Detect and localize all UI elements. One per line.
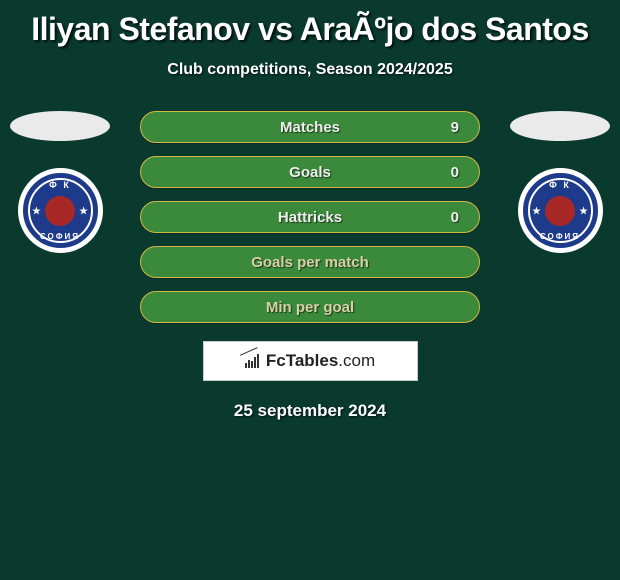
stat-row-goals-per-match: Goals per match xyxy=(140,246,480,278)
stat-value-right: 0 xyxy=(451,209,459,226)
brand-bold: FcTables xyxy=(266,351,338,370)
stat-label: Goals xyxy=(289,164,331,181)
stat-value-right: 9 xyxy=(451,119,459,136)
page-title: Iliyan Stefanov vs AraÃºjo dos Santos xyxy=(0,0,620,48)
stat-label: Min per goal xyxy=(266,299,354,316)
club-badge-center xyxy=(45,196,75,226)
stat-label: Hattricks xyxy=(278,209,342,226)
subtitle: Club competitions, Season 2024/2025 xyxy=(0,61,620,79)
star-icon: ★ xyxy=(579,204,589,217)
brand-text: FcTables.com xyxy=(266,351,375,371)
stat-value-right: 0 xyxy=(451,164,459,181)
stats-column: Matches 9 Goals 0 Hattricks 0 Goals per … xyxy=(140,111,480,323)
club-badge-right: Ф К ★ ★ СОФИЯ xyxy=(518,168,603,253)
chart-icon xyxy=(245,354,263,368)
club-badge-bottom-text: СОФИЯ xyxy=(523,232,598,241)
player-right-column: Ф К ★ ★ СОФИЯ xyxy=(500,111,620,253)
star-icon: ★ xyxy=(32,204,42,217)
player-left-column: Ф К ★ ★ СОФИЯ xyxy=(0,111,120,253)
club-badge-bottom-text: СОФИЯ xyxy=(23,232,98,241)
stat-row-min-per-goal: Min per goal xyxy=(140,291,480,323)
brand-light: .com xyxy=(338,351,375,370)
stat-row-goals: Goals 0 xyxy=(140,156,480,188)
content-area: Ф К ★ ★ СОФИЯ Ф К ★ ★ СОФИЯ Matches 9 Go… xyxy=(0,111,620,323)
stat-label: Goals per match xyxy=(251,254,369,271)
stat-row-matches: Matches 9 xyxy=(140,111,480,143)
player-left-placeholder xyxy=(10,111,110,141)
club-badge-top-text: Ф К xyxy=(23,180,98,190)
club-badge-left: Ф К ★ ★ СОФИЯ xyxy=(18,168,103,253)
player-right-placeholder xyxy=(510,111,610,141)
stat-row-hattricks: Hattricks 0 xyxy=(140,201,480,233)
club-badge-center xyxy=(545,196,575,226)
star-icon: ★ xyxy=(79,204,89,217)
date-text: 25 september 2024 xyxy=(0,401,620,421)
club-badge-top-text: Ф К xyxy=(523,180,598,190)
brand-logo[interactable]: FcTables.com xyxy=(203,341,418,381)
stat-label: Matches xyxy=(280,119,340,136)
star-icon: ★ xyxy=(532,204,542,217)
